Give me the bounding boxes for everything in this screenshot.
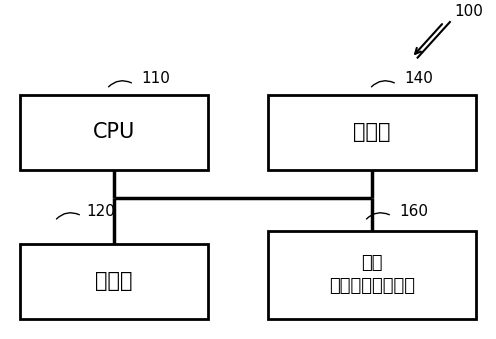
Bar <box>268 95 476 170</box>
Text: 140: 140 <box>404 72 433 86</box>
Text: 110: 110 <box>141 72 170 86</box>
Text: 通信
インターフェイス: 通信 インターフェイス <box>329 254 415 295</box>
Text: 160: 160 <box>399 204 428 219</box>
Text: メモリ: メモリ <box>95 272 133 291</box>
Bar <box>20 95 208 170</box>
Bar <box>268 231 476 319</box>
Text: 100: 100 <box>454 4 483 19</box>
Bar <box>20 244 208 319</box>
Text: 操作部: 操作部 <box>353 122 391 142</box>
Text: 120: 120 <box>87 204 116 219</box>
Text: CPU: CPU <box>93 122 135 142</box>
